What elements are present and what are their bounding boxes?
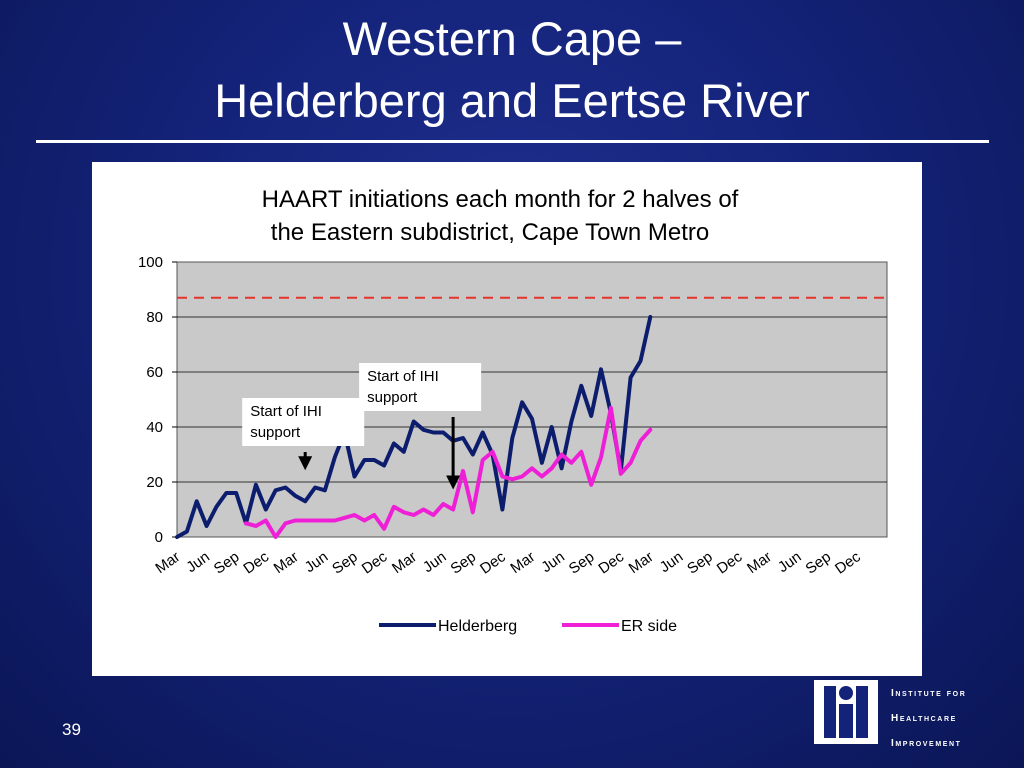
ihi-logo: Institute for Healthcare Improvement bbox=[812, 678, 1012, 749]
y-tick-label: 0 bbox=[155, 529, 163, 546]
x-tick-label: Mar bbox=[744, 548, 775, 577]
chart-panel: HAART initiations each month for 2 halve… bbox=[92, 162, 922, 676]
y-tick-label: 60 bbox=[146, 364, 163, 381]
x-tick-label: Dec bbox=[714, 548, 746, 578]
ihi-logo-mark-icon bbox=[814, 680, 878, 744]
title-divider bbox=[36, 140, 989, 143]
x-tick-label: Jun bbox=[420, 548, 450, 576]
chart-title-line-2: the Eastern subdistrict, Cape Town Metro bbox=[271, 219, 709, 246]
y-tick-label: 80 bbox=[146, 309, 163, 326]
annotation-arrowhead bbox=[298, 456, 313, 471]
y-tick-label: 20 bbox=[146, 474, 163, 491]
x-tick-label: Jun bbox=[183, 548, 213, 576]
chart-title-line-1: HAART initiations each month for 2 halve… bbox=[262, 186, 739, 213]
ihi-logo-text: Institute for Healthcare Improvement bbox=[891, 681, 966, 756]
helderberg-series-line bbox=[175, 315, 653, 539]
slide-title-line-2: Helderberg and Eertse River bbox=[214, 74, 810, 127]
annotation-arrowhead bbox=[446, 475, 461, 490]
x-tick-label: Mar bbox=[271, 548, 302, 577]
x-tick-label: Mar bbox=[626, 548, 657, 577]
x-tick-label: Mar bbox=[389, 548, 420, 577]
x-tick-label: Sep bbox=[684, 548, 716, 577]
x-tick-label: Dec bbox=[240, 548, 272, 578]
annotation-text-line-2: support bbox=[250, 424, 301, 441]
page-number: 39 bbox=[62, 720, 81, 739]
x-tick-label: Sep bbox=[329, 548, 361, 577]
x-tick-label: Jun bbox=[538, 548, 568, 576]
logo-line-1: Institute for bbox=[891, 688, 967, 699]
annotation-box bbox=[359, 363, 482, 411]
x-tick-label: Dec bbox=[477, 548, 509, 578]
annotation-text-line-2: support bbox=[367, 389, 418, 406]
x-tick-label: Jun bbox=[775, 548, 805, 576]
logo-line-3: Improvement bbox=[891, 738, 962, 749]
legend-helderberg-label: Helderberg bbox=[438, 618, 517, 635]
x-tick-label: Jun bbox=[657, 548, 687, 576]
y-tick-label: 100 bbox=[138, 254, 163, 271]
x-tick-label: Jun bbox=[302, 548, 332, 576]
x-tick-label: Dec bbox=[595, 548, 627, 578]
er-side-series-line bbox=[244, 405, 653, 539]
x-tick-label: Mar bbox=[507, 548, 538, 577]
x-tick-label: Sep bbox=[566, 548, 598, 577]
legend-er-side-label: ER side bbox=[621, 618, 677, 635]
annotation-text-line-1: Start of IHI bbox=[250, 403, 322, 420]
slide-title-line-1: Western Cape – bbox=[342, 12, 682, 65]
x-tick-label: Dec bbox=[359, 548, 391, 578]
y-tick-label: 40 bbox=[146, 419, 163, 436]
x-tick-label: Dec bbox=[832, 548, 864, 578]
x-tick-label: Sep bbox=[448, 548, 480, 577]
annotation-box bbox=[242, 398, 365, 446]
annotation-text-line-1: Start of IHI bbox=[367, 368, 439, 385]
x-tick-label: Mar bbox=[152, 548, 183, 577]
logo-line-2: Healthcare bbox=[891, 713, 957, 724]
x-tick-label: Sep bbox=[211, 548, 243, 577]
haart-chart: HAART initiations each month for 2 halve… bbox=[138, 186, 888, 635]
x-tick-label: Sep bbox=[803, 548, 835, 577]
slide-title: Western Cape – Helderberg and Eertse Riv… bbox=[0, 8, 1024, 132]
